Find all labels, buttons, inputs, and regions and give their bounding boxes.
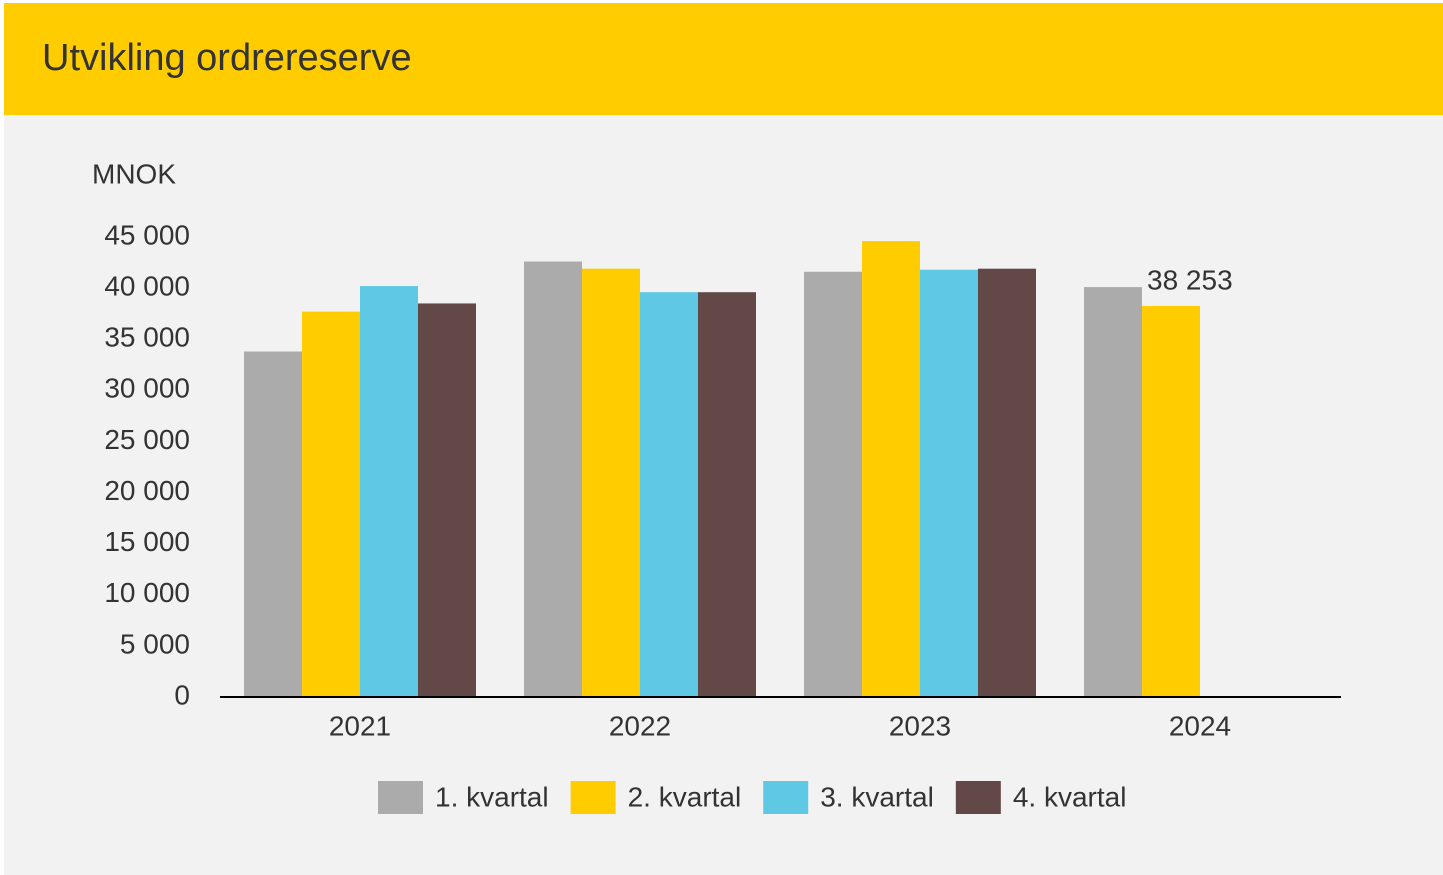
legend-label: 1. kvartal	[435, 781, 549, 812]
y-tick-label: 15 000	[104, 526, 190, 557]
bar	[920, 269, 978, 697]
y-tick-label: 20 000	[104, 475, 190, 506]
bar	[244, 351, 302, 697]
y-tick-label: 40 000	[104, 271, 190, 302]
x-tick-label: 2023	[889, 710, 951, 741]
bar	[360, 286, 418, 697]
y-axis-label: MNOK	[92, 158, 176, 189]
y-tick-label: 0	[174, 679, 190, 710]
bar	[862, 241, 920, 698]
header-band	[4, 3, 1443, 115]
bar	[698, 292, 756, 697]
bar	[804, 271, 862, 697]
y-tick-label: 5 000	[120, 628, 190, 659]
bar	[582, 268, 640, 697]
y-tick-label: 10 000	[104, 577, 190, 608]
bar	[302, 311, 360, 697]
legend-label: 2. kvartal	[628, 781, 742, 812]
chart-title: Utvikling ordrereserve	[42, 37, 412, 79]
legend-swatch	[955, 781, 1001, 814]
bar	[1084, 287, 1142, 697]
bar	[524, 261, 582, 697]
legend-swatch	[763, 781, 809, 814]
y-tick-label: 30 000	[104, 373, 190, 404]
bar	[418, 303, 476, 697]
y-tick-label: 35 000	[104, 322, 190, 353]
legend-swatch	[570, 781, 616, 814]
x-tick-label: 2024	[1169, 710, 1231, 741]
y-tick-label: 25 000	[104, 424, 190, 455]
bar	[640, 292, 698, 697]
x-tick-label: 2022	[609, 710, 671, 741]
y-tick-label: 45 000	[104, 219, 190, 250]
legend-label: 4. kvartal	[1013, 781, 1127, 812]
legend-label: 3. kvartal	[820, 781, 934, 812]
x-tick-label: 2021	[329, 710, 391, 741]
bar	[1142, 305, 1200, 697]
bar	[978, 268, 1036, 697]
data-label: 38 253	[1147, 264, 1233, 295]
legend-swatch	[378, 781, 423, 814]
